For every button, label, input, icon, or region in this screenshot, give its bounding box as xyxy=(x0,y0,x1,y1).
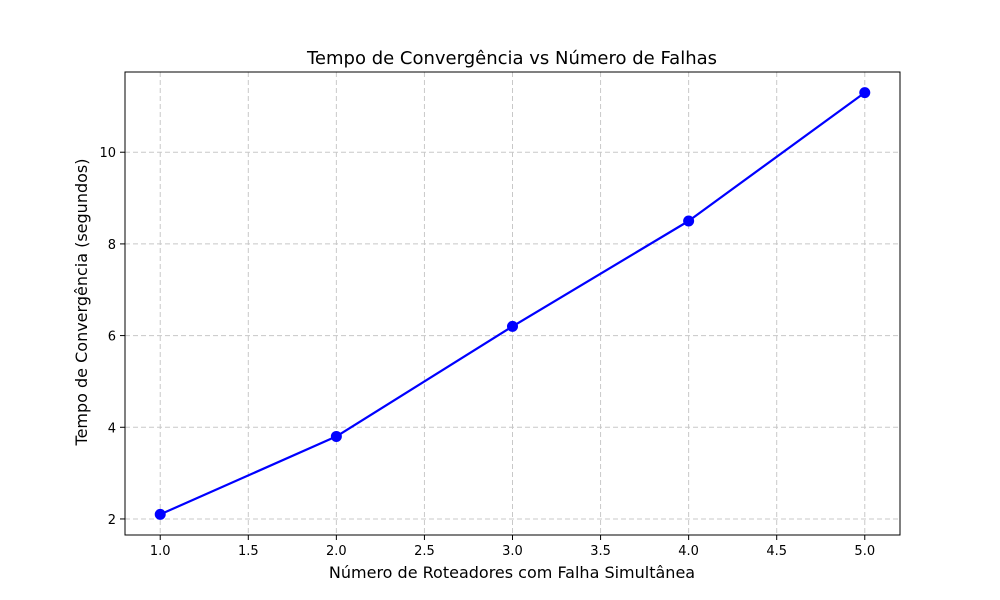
y-tick-label: 4 xyxy=(108,421,116,436)
x-tick-label: 3.5 xyxy=(590,544,611,559)
x-tick-label: 5.0 xyxy=(854,544,875,559)
grid xyxy=(125,72,900,535)
x-tick-label: 4.0 xyxy=(678,544,699,559)
series-layer xyxy=(154,87,871,520)
y-tick-label: 8 xyxy=(108,238,116,253)
axes: 1.0 1.5 2.0 2.5 3.0 3.5 4.0 4.5 5.0 2 4 6 8 10 xyxy=(99,71,901,559)
x-tick-label: 1.5 xyxy=(238,544,259,559)
data-point xyxy=(683,215,695,227)
data-point xyxy=(154,508,166,520)
x-tick-label: 3.0 xyxy=(502,544,523,559)
chart-title: Tempo de Convergência vs Número de Falha… xyxy=(306,48,717,69)
data-point xyxy=(507,320,518,332)
y-tick-label: 10 xyxy=(99,146,116,161)
y-tick-label: 2 xyxy=(108,513,116,528)
x-tick-label: 1.0 xyxy=(150,544,171,559)
x-axis-label: Número de Roteadores com Falha Simultâne… xyxy=(329,563,695,582)
data-point xyxy=(859,87,871,99)
x-tick-label: 2.5 xyxy=(414,544,435,559)
y-tick-label: 6 xyxy=(108,330,116,345)
x-tick-label: 2.0 xyxy=(326,544,347,559)
y-axis-label: Tempo de Convergência (segundos) xyxy=(72,159,91,447)
x-tick-label: 4.5 xyxy=(766,544,787,559)
data-point xyxy=(330,430,342,442)
